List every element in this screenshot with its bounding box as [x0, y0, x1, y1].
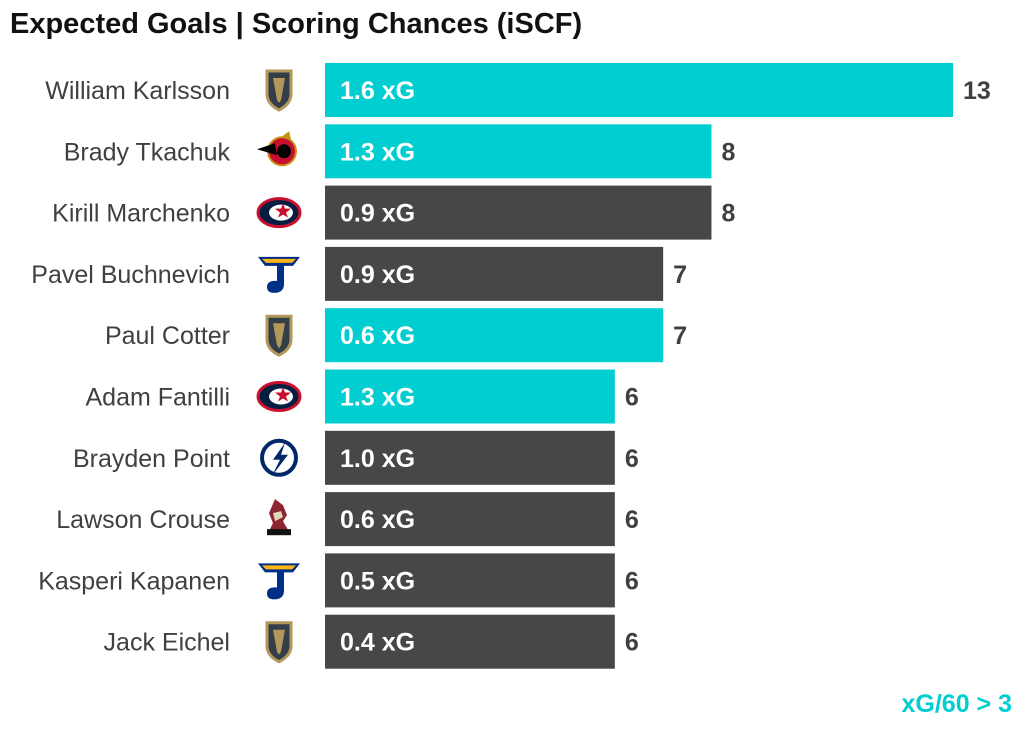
- columbus-blue-jackets-logo-icon: [256, 381, 302, 412]
- player-name-label: Adam Fantilli: [86, 384, 231, 412]
- bar-xg-label: 0.6 xG: [340, 322, 415, 350]
- scoring-chances-value-label: 6: [625, 506, 639, 534]
- bar: [325, 430, 615, 485]
- player-name-label: Paul Cotter: [105, 322, 230, 350]
- scoring-chances-value-label: 13: [963, 77, 991, 105]
- ottawa-senators-logo-icon: [257, 131, 297, 167]
- player-name-label: William Karlsson: [45, 77, 230, 105]
- bar-xg-label: 1.6 xG: [340, 77, 415, 105]
- bar-xg-label: 1.3 xG: [340, 384, 415, 412]
- scoring-chances-value-label: 6: [625, 567, 639, 595]
- bar: [325, 246, 664, 301]
- chart-title: Expected Goals | Scoring Chances (iSCF): [10, 8, 583, 40]
- bar-xg-label: 0.9 xG: [340, 200, 415, 228]
- bar-xg-label: 0.4 xG: [340, 629, 415, 657]
- bar: [325, 63, 953, 117]
- columbus-blue-jackets-logo-icon: [256, 197, 302, 229]
- bar: [325, 369, 615, 424]
- bar-xg-label: 0.5 xG: [340, 567, 415, 595]
- vegas-golden-knights-logo-icon: [265, 69, 293, 112]
- bar: [325, 185, 712, 240]
- bar: [325, 614, 615, 669]
- scoring-chances-value-label: 6: [625, 384, 639, 412]
- player-name-label: Lawson Crouse: [56, 506, 230, 534]
- scoring-chances-value-label: 7: [673, 322, 687, 350]
- bar-xg-label: 1.3 xG: [340, 138, 415, 166]
- player-name-label: Brady Tkachuk: [64, 138, 231, 166]
- player-name-label: Jack Eichel: [104, 629, 230, 657]
- bar: [325, 553, 615, 608]
- vegas-golden-knights-logo-icon: [265, 621, 293, 664]
- scoring-chances-value-label: 8: [721, 138, 735, 166]
- st-louis-blues-logo-icon: [258, 563, 300, 600]
- st-louis-blues-logo-icon: [258, 256, 300, 293]
- player-name-label: Kirill Marchenko: [52, 200, 230, 228]
- player-name-label: Brayden Point: [73, 445, 230, 473]
- player-name-label: Kasperi Kapanen: [38, 567, 230, 595]
- bar-xg-label: 1.0 xG: [340, 445, 415, 473]
- highlight-legend-note: xG/60 > 3: [901, 690, 1013, 718]
- player-name-label: Pavel Buchnevich: [31, 261, 230, 289]
- scoring-chances-value-label: 7: [673, 261, 687, 289]
- scoring-chances-value-label: 6: [625, 445, 639, 473]
- bar-xg-label: 0.6 xG: [340, 506, 415, 534]
- bar: [325, 124, 712, 179]
- vegas-golden-knights-logo-icon: [265, 314, 293, 357]
- bar-xg-label: 0.9 xG: [340, 261, 415, 289]
- bar: [325, 308, 664, 363]
- scoring-chances-value-label: 8: [721, 200, 735, 228]
- tampa-bay-lightning-logo-icon: [260, 438, 298, 477]
- bar: [325, 492, 615, 547]
- arizona-coyotes-logo-icon: [267, 499, 291, 536]
- scoring-chances-value-label: 6: [625, 629, 639, 657]
